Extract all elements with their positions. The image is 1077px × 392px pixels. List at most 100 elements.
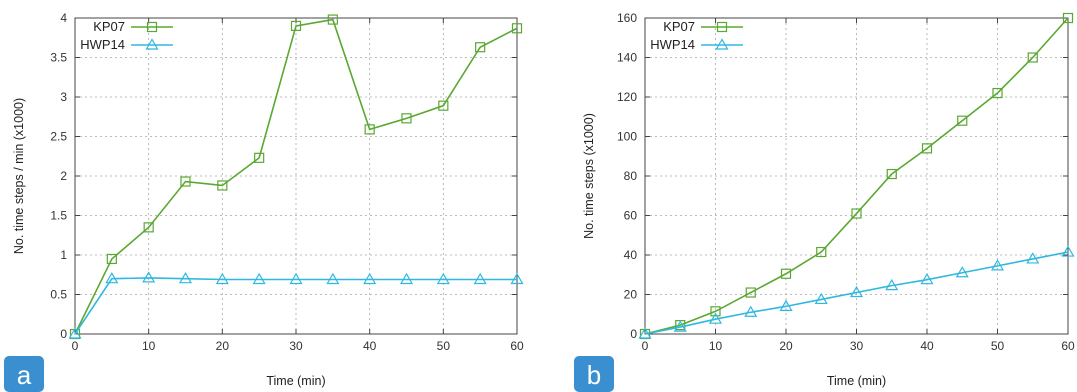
chart-a-y-tick-label: 0.5 [50,288,67,302]
chart-b-series-hwp14-point [849,285,864,298]
chart-b-series-hwp14 [638,245,1075,339]
chart-b-legend: KP07 HWP14 [650,19,743,52]
chart-b-series-kp07-point [710,306,721,317]
chart-b-ticks: 0 10 20 30 40 50 60 0 20 40 60 80 100 120 140 160 [617,11,1075,353]
chart-a-series-hwp14-point [436,272,450,285]
chart-b-x-axis-label: Time (min) [827,374,886,388]
chart-b-y-tick-label: 40 [624,248,638,262]
chart-a-series-kp07-point [364,124,375,135]
chart-a-series-kp07-point [180,176,191,187]
chart-a-y-tick-label: 2 [60,169,67,183]
chart-a-legend-swatch-marker [146,21,158,33]
chart-a-series-hwp14-point [326,272,340,285]
chart-a-badge-bg [4,356,44,392]
chart-a-series-hwp14-point [252,272,266,285]
chart-a-legend-label: KP07 [93,19,125,34]
chart-a-series-hwp14-point [178,272,193,284]
chart-b-series-kp07-point [992,87,1003,99]
chart-b-series-hwp14-point [708,312,723,324]
chart-b-series-hwp14-point [673,320,687,332]
chart-b-grid [645,18,1068,334]
chart-a-x-tick-label: 20 [216,339,230,353]
chart-a-x-tick-label: 10 [142,339,156,353]
chart-b-series-hwp14-line [644,251,1069,335]
chart-a: 0 10 20 30 40 50 60 0 0.5 1 1.5 2 2.5 3 3.5 4 KP07 HWP14… [4,11,524,392]
chart-b-x-tick-label: 60 [1061,339,1075,353]
chart-b-series-hwp14-point [814,292,828,305]
chart-b: 0 10 20 30 40 50 60 0 20 40 60 80 100 120 140 160 KP07 H… [574,11,1075,392]
chart-b-series-hwp14-point [638,327,652,339]
chart-b-legend-label: HWP14 [650,37,695,52]
chart-b-series [638,12,1075,340]
chart-a-series-hwp14-point [363,272,377,285]
chart-a-series-hwp14-point [68,327,82,339]
chart-b-series-kp07-point [745,287,756,298]
chart-b-x-tick-label: 20 [779,339,793,353]
chart-b-series-kp07-point [886,168,897,180]
chart-b-x-tick-label: 40 [920,339,934,353]
chart-a-grid [75,18,517,334]
chart-a-series-kp07-point [475,42,486,53]
chart-b-y-tick-label: 100 [617,130,637,144]
chart-b-series-hwp14-point [885,278,899,291]
chart-a-legend-swatch-marker [145,38,159,50]
chart-b-y-tick-label: 0 [630,327,637,341]
chart-a-series-hwp14-line [74,277,517,335]
chart-b-series-kp07-point [816,246,827,258]
chart-b-y-tick-label: 20 [624,288,638,302]
chart-b-series-hwp14-point [1061,245,1075,257]
chart-a-series-kp07-point [511,23,523,34]
chart-b-series-hwp14-point [955,266,969,278]
chart-a-y-tick-label: 1.5 [50,209,67,223]
chart-a-series-kp07-point [217,180,228,191]
chart-a-series-kp07-point [143,222,154,233]
chart-b-x-tick-label: 0 [642,339,649,353]
chart-a-y-tick-label: 0 [60,327,67,341]
chart-b-badge-bg [574,356,614,392]
chart-a-series-kp07-point [438,100,449,111]
chart-a-series-hwp14-point [399,272,414,285]
chart-a-series-kp07-point [254,152,265,163]
chart-a-y-tick-label: 2.5 [50,130,67,144]
chart-a-series-kp07-point [106,253,117,265]
chart-a-y-tick-label: 3 [60,90,67,104]
chart-b-y-tick-label: 80 [624,169,638,183]
chart-a-series-kp07-line [74,18,518,335]
chart-a-badge-label: a [17,360,32,390]
chart-b-series-hwp14-point [920,272,934,285]
chart-b-series-hwp14-point [744,305,758,317]
chart-b-y-tick-label: 140 [617,51,637,65]
chart-a-y-axis-label: No. time steps / min (x1000) [12,98,26,254]
chart-b-legend-swatch-marker [716,21,728,33]
chart-b-series-kp07-point [1062,12,1074,24]
chart-b-series-hwp14-point [1026,252,1040,264]
chart-b-y-tick-label: 160 [617,11,637,25]
chart-a-series-hwp14-point [473,272,487,285]
chart-a-badge: a [4,356,44,392]
chart-a-y-tick-label: 4 [60,11,67,25]
chart-b-series-kp07-point [851,208,862,219]
chart-b-y-tick-label: 60 [624,209,638,223]
chart-b-y-tick-label: 120 [617,90,637,104]
chart-a-series-hwp14-point [105,272,119,284]
chart-a-x-tick-label: 60 [510,339,524,353]
chart-a-series-kp07-point [327,14,338,25]
chart-b-x-tick-label: 30 [850,339,864,353]
chart-a-ticks: 0 10 20 30 40 50 60 0 0.5 1 1.5 2 2.5 3 3.5 4 [50,11,524,353]
chart-b-x-tick-label: 10 [709,339,723,353]
chart-b-series-kp07 [639,12,1074,340]
chart-b-series-hwp14-point [779,299,793,311]
chart-b-y-axis-label: No. time steps (x1000) [582,113,596,239]
chart-a-series-hwp14-point [215,272,229,285]
chart-a-y-tick-label: 1 [60,248,67,262]
chart-b-badge: b [574,356,614,392]
chart-a-y-tick-label: 3.5 [50,51,67,65]
chart-b-series-kp07-line [644,17,1069,335]
chart-a-series-hwp14-point [142,271,156,283]
chart-b-x-tick-label: 50 [991,339,1005,353]
chart-a-x-tick-label: 50 [437,339,451,353]
chart-a-series-hwp14 [68,271,524,339]
chart-a-legend: KP07 HWP14 [80,19,173,52]
chart-b-series-kp07-point [921,143,933,154]
